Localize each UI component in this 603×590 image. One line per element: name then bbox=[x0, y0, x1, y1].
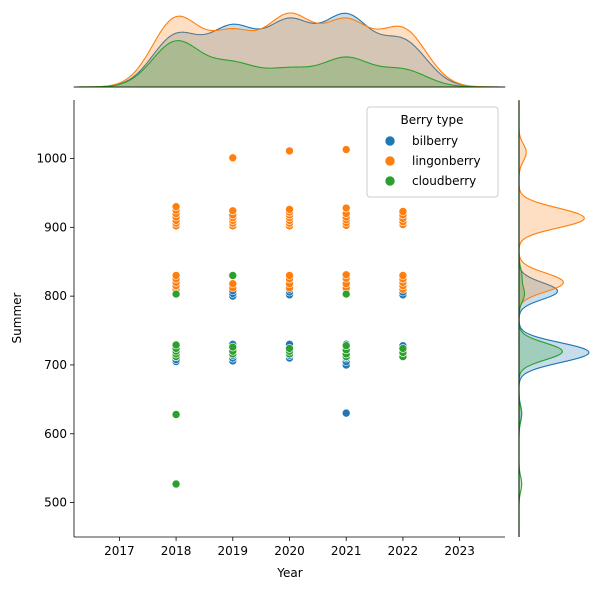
lingonberry-point bbox=[228, 153, 238, 163]
y-tick-label: 600 bbox=[44, 427, 67, 441]
legend-marker-cloudberry bbox=[384, 175, 396, 187]
lingonberry-point bbox=[228, 279, 238, 289]
x-tick-label: 2018 bbox=[161, 544, 192, 558]
bilberry-right-kde bbox=[518, 100, 590, 537]
cloudberry-point bbox=[171, 289, 181, 299]
cloudberry-point bbox=[285, 344, 294, 353]
cloudberry-point bbox=[171, 340, 181, 350]
x-tick-label: 2021 bbox=[331, 544, 362, 558]
cloudberry-right-kde bbox=[518, 100, 564, 537]
cloudberry-point bbox=[171, 479, 181, 489]
y-tick-label: 1000 bbox=[36, 151, 67, 165]
legend-label-cloudberry: cloudberry bbox=[412, 174, 476, 188]
y-tick-label: 900 bbox=[44, 220, 67, 234]
cloudberry-point bbox=[341, 289, 351, 299]
y-tick-label: 500 bbox=[44, 496, 67, 510]
scatter-points bbox=[171, 145, 408, 489]
cloudberry-point bbox=[398, 344, 408, 353]
y-tick-label: 800 bbox=[44, 289, 67, 303]
lingonberry-point bbox=[398, 207, 408, 216]
lingonberry-point bbox=[171, 202, 181, 211]
legend-marker-lingonberry bbox=[384, 155, 396, 167]
x-tick-label: 2020 bbox=[274, 544, 305, 558]
lingonberry-point bbox=[285, 205, 294, 214]
cloudberry-point bbox=[228, 271, 238, 280]
bilberry-top-kde bbox=[73, 12, 506, 88]
y-axis-label: Summer bbox=[10, 292, 24, 343]
lingonberry-point bbox=[398, 271, 408, 280]
x-axis-ticks: 2017 2018 2019 2020 2021 2022 2023 bbox=[104, 537, 475, 558]
cloudberry-point bbox=[228, 342, 238, 352]
x-axis-label: Year bbox=[276, 566, 302, 580]
legend-box bbox=[366, 106, 499, 198]
lingonberry-point bbox=[285, 146, 294, 156]
cloudberry-point bbox=[171, 410, 181, 419]
right-marginal-kde bbox=[518, 100, 590, 537]
cloudberry-top-kde bbox=[73, 40, 505, 88]
lingonberry-point bbox=[341, 270, 351, 280]
lingonberry-point bbox=[341, 203, 351, 213]
cloudberry-point bbox=[341, 341, 351, 350]
y-axis-ticks: 500 600 700 800 900 1000 bbox=[36, 151, 74, 510]
lingonberry-point bbox=[285, 271, 294, 280]
lingonberry-point bbox=[341, 145, 351, 154]
legend-label-lingonberry: lingonberry bbox=[412, 154, 481, 168]
lingonberry-right-kde bbox=[518, 100, 585, 537]
x-tick-label: 2019 bbox=[218, 544, 249, 558]
x-tick-label: 2023 bbox=[444, 544, 475, 558]
x-tick-label: 2017 bbox=[104, 544, 135, 558]
bilberry-point bbox=[341, 408, 351, 418]
y-tick-label: 700 bbox=[44, 358, 67, 372]
legend-title: Berry type bbox=[401, 113, 464, 127]
x-tick-label: 2022 bbox=[388, 544, 419, 558]
legend-label-bilberry: bilberry bbox=[412, 134, 458, 148]
lingonberry-top-kde bbox=[73, 12, 506, 88]
lingonberry-point bbox=[171, 271, 181, 280]
top-marginal-kde bbox=[73, 12, 506, 88]
legend-marker-bilberry bbox=[384, 135, 396, 147]
legend: Berry type bilberry lingonberry cloudberry bbox=[366, 106, 499, 198]
lingonberry-point bbox=[228, 206, 238, 216]
